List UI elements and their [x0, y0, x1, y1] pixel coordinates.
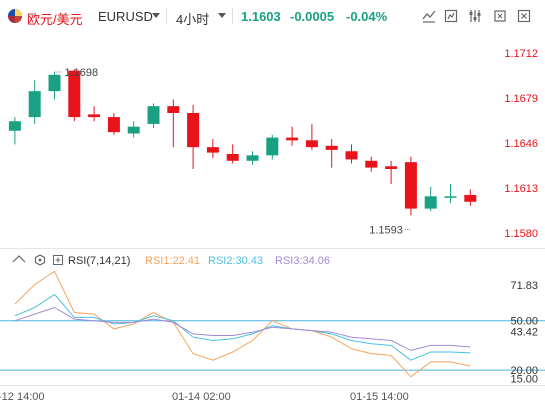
rsi-series-line [14, 293, 471, 361]
candle-body[interactable] [365, 160, 378, 168]
price-axis-label: 1.1580 [504, 228, 538, 240]
price-axis-label: 1.1679 [504, 93, 538, 105]
price-axis-label: 1.1712 [504, 48, 538, 60]
candle-body[interactable] [147, 106, 160, 124]
high-price-annotation: 1.1698 [65, 67, 99, 79]
candle-body[interactable] [404, 162, 417, 209]
candle-body[interactable] [8, 121, 21, 131]
indicator-icon[interactable] [441, 6, 461, 26]
candle-body[interactable] [167, 106, 180, 114]
expand-icon[interactable] [53, 255, 63, 265]
candle-body[interactable] [266, 137, 279, 156]
line-chart-icon[interactable] [419, 6, 439, 26]
candle-body[interactable] [28, 91, 41, 118]
candle-body[interactable] [246, 155, 259, 161]
candle-body[interactable] [444, 196, 457, 198]
rsi-axis-label: 20.00 [510, 365, 538, 377]
flag-icon [8, 9, 22, 23]
rsi-title: RSI(7,14,21) [68, 255, 130, 267]
rsi-axis-label: 50.00 [510, 316, 538, 328]
time-axis-label: 01-14 02:00 [172, 391, 231, 403]
symbol-code[interactable]: EURUSD [98, 9, 153, 24]
eye-icon[interactable] [12, 255, 26, 263]
candle-body[interactable] [385, 166, 398, 169]
candle-body[interactable] [187, 113, 200, 148]
time-axis-label: 01-15 14:00 [350, 391, 409, 403]
price-axis-label: 1.1646 [504, 138, 538, 150]
rsi-axis-label: 71.83 [510, 280, 538, 292]
settings-icon-dot [38, 258, 42, 262]
chevron-down-icon[interactable] [152, 13, 160, 18]
price-change: -0.0005 [290, 9, 335, 24]
candle-body[interactable] [345, 151, 358, 160]
symbol-name-cn[interactable]: 欧元/美元 [27, 12, 83, 27]
candle-body[interactable] [286, 137, 299, 141]
rsi-axis-label: 43.42 [510, 327, 538, 339]
settings-icon[interactable] [465, 6, 485, 26]
chevron-down-icon[interactable] [218, 13, 226, 18]
rsi-series-line [14, 306, 471, 351]
rsi-legend-1: RSI1:22.41 [145, 255, 200, 267]
rsi-axis-label: 15.00 [510, 373, 538, 385]
fullscreen-icon[interactable] [490, 6, 510, 26]
rsi-series-line [14, 270, 471, 378]
rsi-legend-2: RSI2:30.43 [208, 255, 263, 267]
time-axis-label: -12 14:00 [0, 391, 44, 403]
price-change-percent: -0.04% [346, 9, 388, 24]
candle-body[interactable] [325, 145, 338, 150]
price-axis-label: 1.1613 [504, 183, 538, 195]
settings-icon[interactable] [34, 254, 46, 266]
candle-body[interactable] [464, 194, 477, 202]
low-price-annotation: 1.1593 [369, 224, 403, 236]
current-price: 1.1603 [241, 9, 281, 24]
candle-body[interactable] [68, 70, 81, 118]
chart-header: 欧元/美元 EURUSD 4小时 1.1603 -0.0005 -0.04% [0, 0, 545, 32]
candle-body[interactable] [206, 147, 219, 153]
candle-body[interactable] [424, 196, 437, 209]
candle-body[interactable] [88, 114, 101, 118]
close-icon[interactable] [514, 6, 534, 26]
interval-selector[interactable]: 4小时 [176, 12, 210, 27]
rsi-legend-3: RSI3:34.06 [275, 255, 330, 267]
candle-body[interactable] [305, 140, 318, 148]
candle-body[interactable] [226, 153, 239, 161]
candle-body[interactable] [48, 74, 61, 92]
candle-body[interactable] [107, 117, 120, 133]
candle-body[interactable] [127, 126, 140, 134]
